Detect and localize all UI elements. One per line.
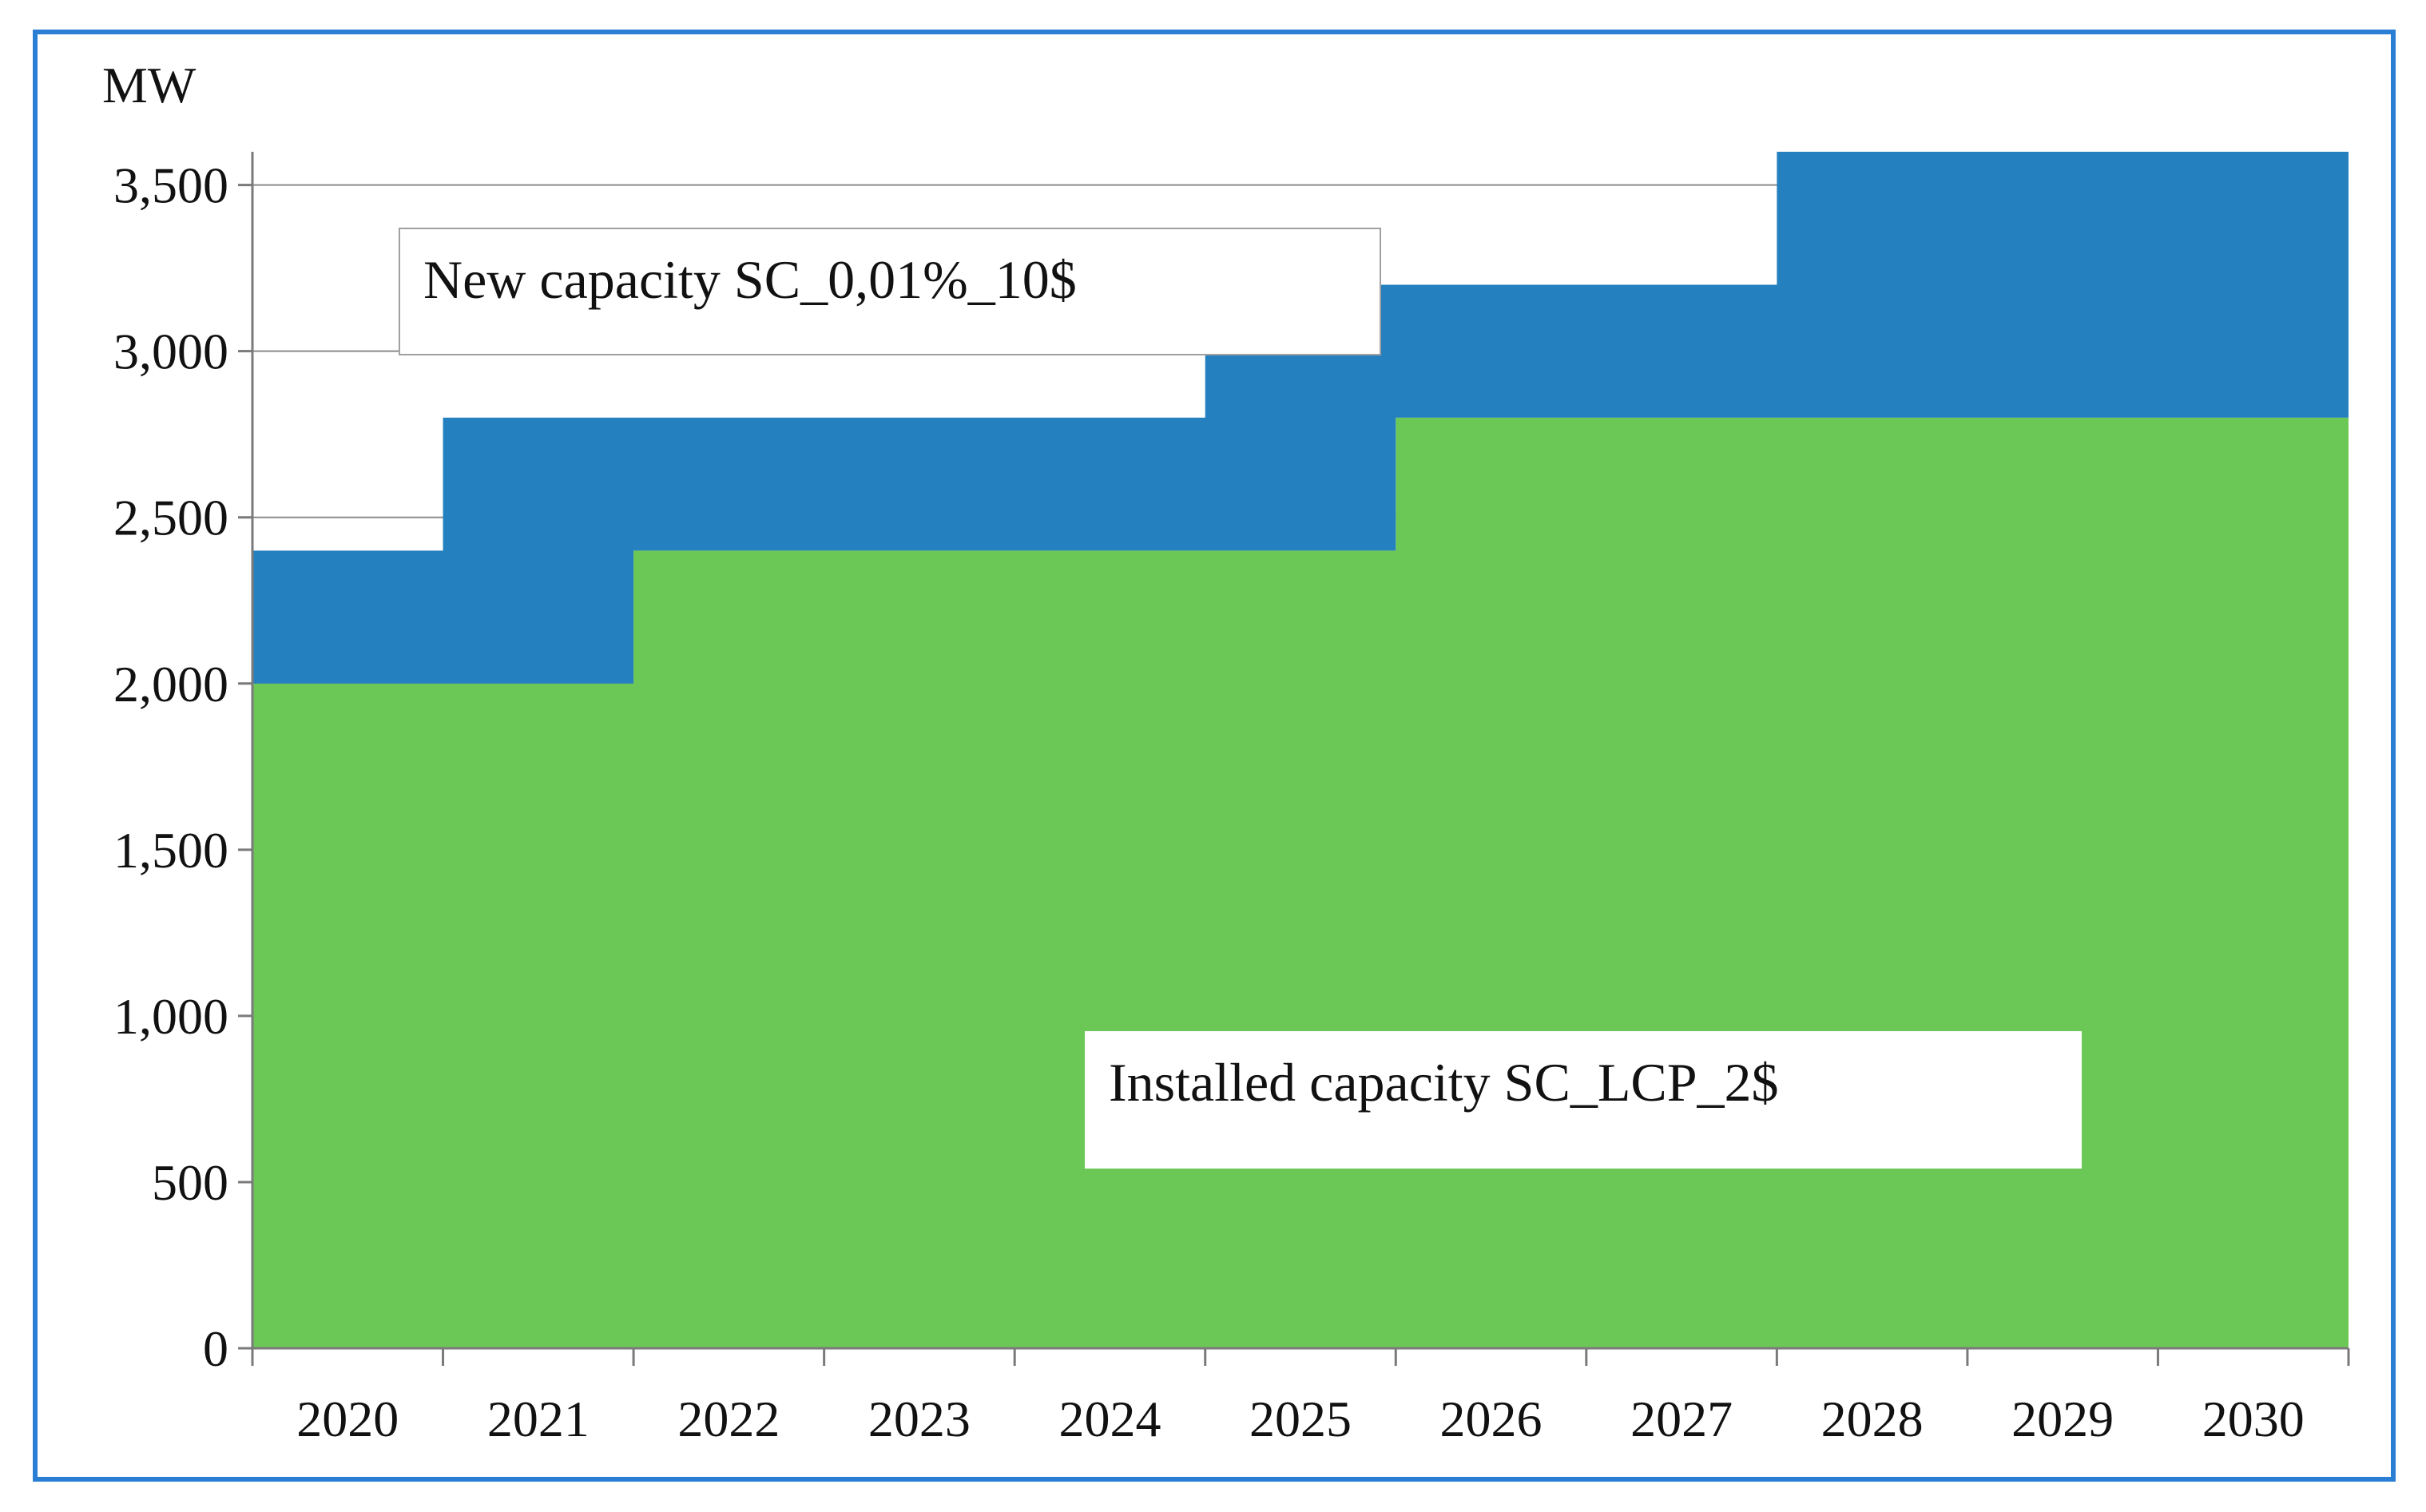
x-tick-label: 2025 — [1249, 1391, 1352, 1447]
annotation-text: New capacity SC_0,01%_10$ — [423, 249, 1077, 310]
x-tick-label: 2022 — [677, 1391, 780, 1447]
x-tick-label: 2020 — [296, 1391, 399, 1447]
x-tick-label: 2021 — [487, 1391, 590, 1447]
axes: 0 500 1,000 1,500 2,000 2,500 3,000 3,500 2020 20… — [113, 152, 2350, 1447]
y-tick-label: 2,000 — [113, 656, 228, 712]
x-tick-label: 2028 — [1821, 1391, 1924, 1447]
x-tick-label: 2023 — [868, 1391, 971, 1447]
annotation-box — [1085, 1031, 2082, 1169]
x-tick-label: 2024 — [1058, 1391, 1161, 1447]
annotation-box — [399, 228, 1381, 355]
y-tick-label: 500 — [152, 1154, 228, 1211]
installed-capacity-annotation: Installed capacity SC_LCP_2$ — [1085, 1031, 2082, 1169]
x-tick-label: 2029 — [2011, 1391, 2114, 1447]
x-tick-label: 2027 — [1630, 1391, 1733, 1447]
y-tick-label: 3,000 — [113, 323, 228, 380]
annotations: New capacity SC_0,01%_10$ Installed capac… — [399, 228, 2082, 1169]
y-axis-unit-label: MW — [102, 57, 197, 113]
x-tick-label: 2026 — [1440, 1391, 1543, 1447]
y-tick-label: 3,500 — [113, 157, 228, 214]
y-tick-label: 1,000 — [113, 988, 228, 1045]
area-series-new-capacity — [252, 152, 2349, 684]
x-tick-label: 2030 — [2202, 1391, 2305, 1447]
annotation-text: Installed capacity SC_LCP_2$ — [1109, 1052, 1779, 1113]
new-capacity-annotation: New capacity SC_0,01%_10$ — [399, 228, 1381, 355]
y-tick-label: 2,500 — [113, 490, 228, 546]
y-tick-label: 1,500 — [113, 822, 228, 879]
y-tick-label: 0 — [203, 1320, 228, 1377]
